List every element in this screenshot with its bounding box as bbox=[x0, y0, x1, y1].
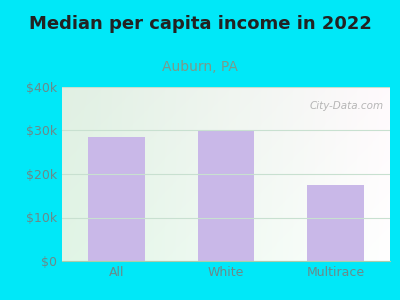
Text: City-Data.com: City-Data.com bbox=[309, 101, 384, 111]
Bar bbox=[307, 185, 364, 261]
Bar bbox=[198, 130, 254, 261]
Text: Median per capita income in 2022: Median per capita income in 2022 bbox=[28, 15, 372, 33]
Bar bbox=[88, 137, 145, 261]
Text: Auburn, PA: Auburn, PA bbox=[162, 60, 238, 74]
